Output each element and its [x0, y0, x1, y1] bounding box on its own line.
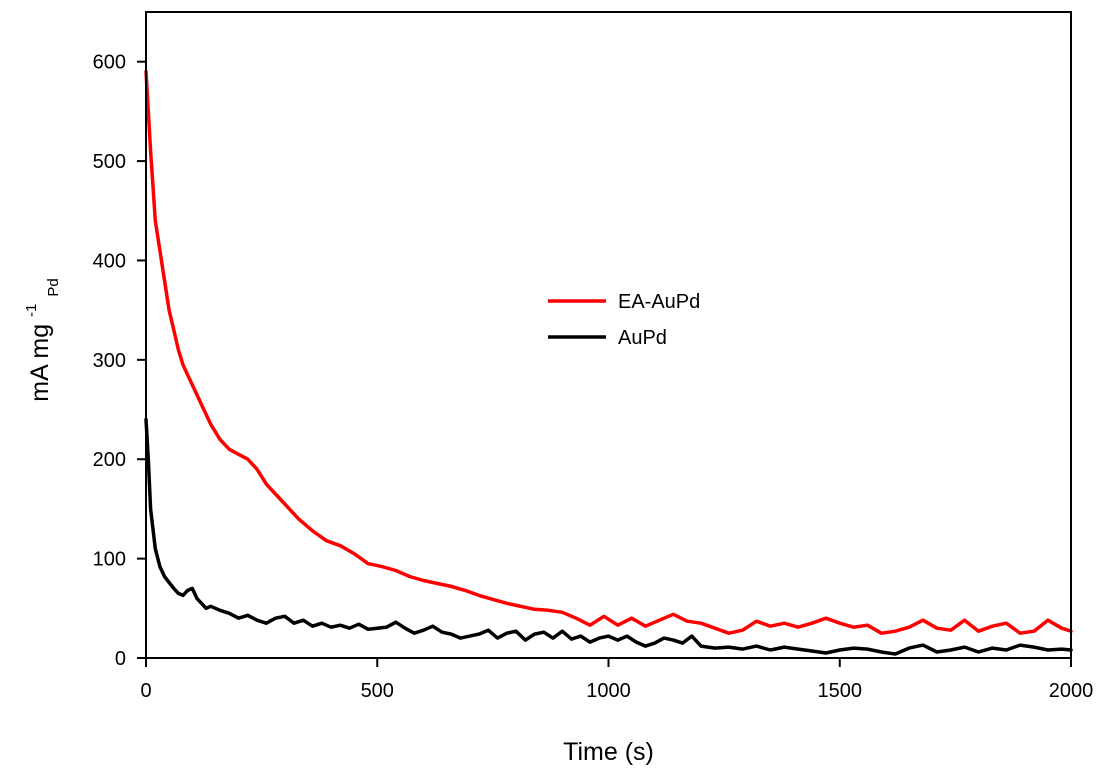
- y-tick-label: 600: [93, 52, 126, 74]
- x-axis-ticks: 0 500 1000 1500 2000: [140, 658, 1093, 702]
- y-axis-title-superscript: -1: [23, 304, 40, 317]
- legend-label: EA-AuPd: [618, 291, 700, 313]
- y-tick-label: 300: [93, 350, 126, 372]
- x-tick-label: 0: [140, 680, 151, 702]
- y-tick-label: 400: [93, 250, 126, 272]
- series-layer: [144, 69, 1073, 656]
- legend: EA-AuPd AuPd: [548, 291, 700, 349]
- y-tick-label: 500: [93, 151, 126, 173]
- y-axis-ticks: 0 100 200 300 400 500 600: [93, 52, 146, 670]
- x-tick-label: 500: [361, 680, 394, 702]
- x-tick-label: 2000: [1049, 680, 1094, 702]
- legend-label: AuPd: [618, 327, 667, 349]
- y-axis-title-subscript: Pd: [45, 278, 62, 296]
- x-axis-title: Time (s): [563, 738, 654, 766]
- x-tick-label: 1000: [586, 680, 631, 702]
- x-tick-label: 1500: [818, 680, 863, 702]
- y-tick-label: 0: [115, 648, 126, 670]
- y-axis-title: mA mg -1 Pd: [14, 278, 62, 401]
- y-tick-label: 100: [93, 549, 126, 571]
- y-axis-title-main: mA mg: [26, 324, 54, 402]
- y-tick-label: 200: [93, 449, 126, 471]
- plot-area-frame: [145, 11, 1072, 659]
- series-line-ea-aupd: [144, 69, 1073, 635]
- series-line-aupd: [144, 417, 1073, 656]
